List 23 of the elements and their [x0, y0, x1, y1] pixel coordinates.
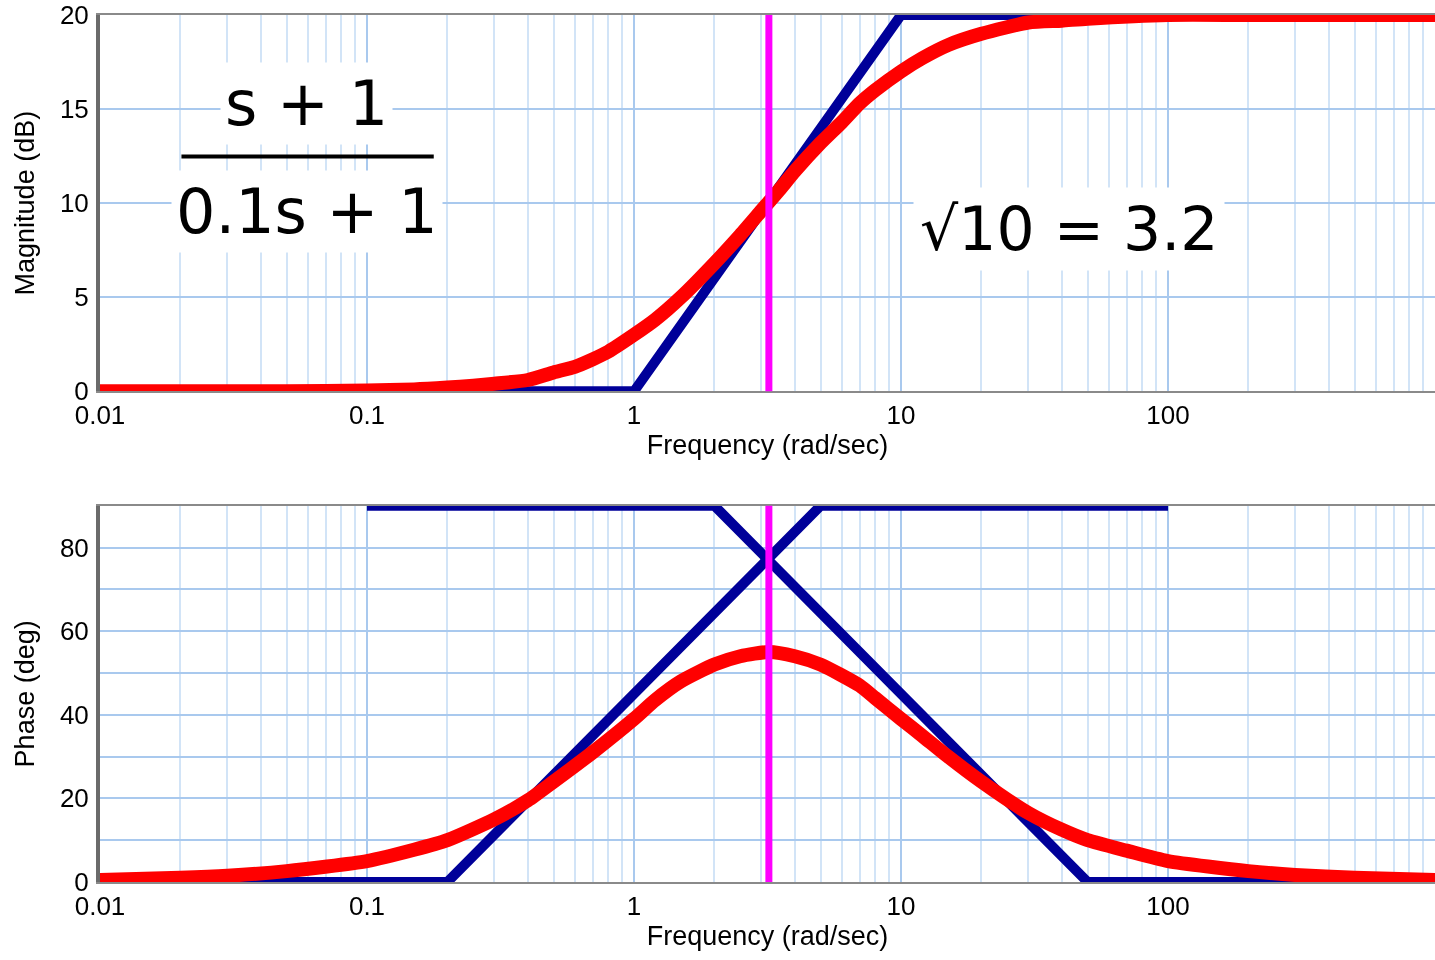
x-tick-label: 1	[626, 400, 642, 431]
y-tick-label: 15	[59, 94, 89, 125]
x-tick-label: 10	[886, 891, 916, 922]
y-tick-label: 5	[74, 282, 89, 313]
y-axis-title: Phase (deg)	[10, 620, 41, 768]
y-tick-label: 10	[59, 188, 89, 219]
y-tick-label: 60	[59, 616, 89, 647]
y-tick-label: 20	[59, 783, 89, 814]
y-tick-label: 80	[59, 532, 89, 563]
x-tick-label: 0.1	[348, 891, 386, 922]
annotation: 0.1s + 1	[176, 175, 438, 248]
y-tick-label: 40	[59, 699, 89, 730]
y-tick-label: 20	[59, 0, 89, 31]
x-tick-label: 10	[886, 400, 916, 431]
annotation: s + 1	[225, 67, 389, 140]
ref-line-label: √10 = 3.2	[920, 194, 1219, 264]
x-tick-label: 1	[626, 891, 642, 922]
x-tick-label: 100	[1146, 891, 1190, 922]
x-tick-label: 100	[1146, 400, 1190, 431]
y-axis-title: Magnitude (dB)	[10, 110, 41, 296]
x-axis-title: Frequency (rad/sec)	[646, 430, 889, 461]
x-axis-title: Frequency (rad/sec)	[646, 921, 889, 952]
x-tick-label: 0.1	[348, 400, 386, 431]
